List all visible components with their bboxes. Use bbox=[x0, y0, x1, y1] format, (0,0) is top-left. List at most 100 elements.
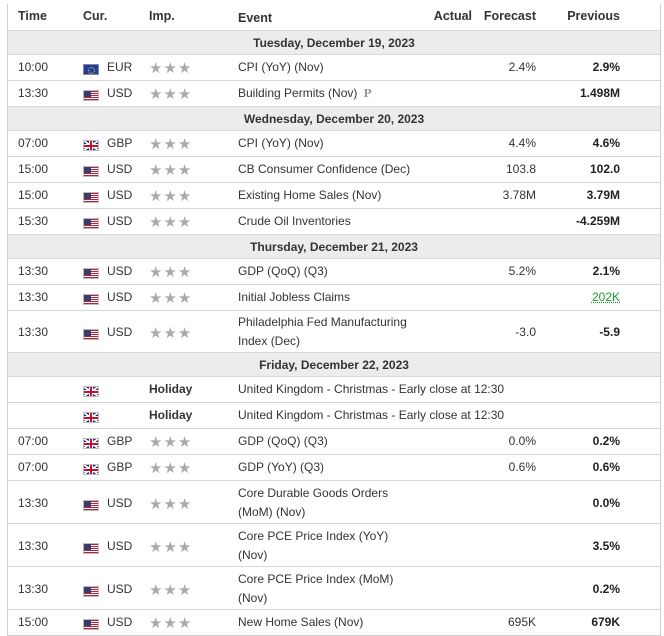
event-row[interactable]: 07:00 GBP ★★★ GDP (QoQ) (Q3) 0.0% 0.2% bbox=[8, 428, 660, 454]
event-label[interactable]: United Kingdom - Christmas - Early close… bbox=[238, 408, 505, 422]
event-label[interactable]: New Home Sales (Nov) bbox=[238, 615, 364, 629]
event-row[interactable]: 15:00 USD ★★★ New Home Sales (Nov) 695K 679K bbox=[8, 609, 660, 635]
event-name[interactable]: CPI (YoY) (Nov) bbox=[238, 58, 324, 77]
event-label[interactable]: GDP (QoQ) (Q3) bbox=[238, 264, 328, 278]
event-label[interactable]: Philadelphia Fed Manufacturing bbox=[238, 315, 407, 329]
event-time: 13:30 bbox=[18, 496, 49, 510]
event-row[interactable]: 10:00 EUR ★★★ CPI (YoY) (Nov) 2.4% 2.9% bbox=[8, 54, 660, 80]
event-name[interactable]: Building Permits (Nov) P bbox=[238, 84, 372, 103]
event-label[interactable]: United Kingdom - Christmas - Early close… bbox=[238, 382, 505, 396]
event-row[interactable]: 15:00 USD ★★★ CB Consumer Confidence (Dec) 1… bbox=[8, 156, 660, 182]
event-name[interactable]: Crude Oil Inventories bbox=[238, 212, 351, 231]
event-row[interactable]: 13:30 USD ★★★ Core PCE Price Index (YoY) (No… bbox=[8, 523, 660, 566]
event-row[interactable]: 13:30 USD ★★★ Philadelphia Fed Manufacturin… bbox=[8, 310, 660, 352]
header-forecast[interactable]: Forecast bbox=[483, 9, 536, 23]
eu-flag-icon bbox=[83, 64, 99, 75]
event-row[interactable]: 13:30 USD ★★★ Core Durable Goods Orders (MoM… bbox=[8, 480, 660, 523]
event-name[interactable]: Core PCE Price Index (YoY) (Nov) bbox=[238, 527, 388, 565]
event-name[interactable]: Core PCE Price Index (MoM) (Nov) bbox=[238, 570, 393, 608]
event-name[interactable]: United Kingdom - Christmas - Early close… bbox=[238, 380, 504, 399]
event-label-line2[interactable]: Index (Dec) bbox=[238, 334, 301, 348]
header-event[interactable]: Event bbox=[238, 11, 273, 25]
us-flag-icon bbox=[83, 90, 99, 101]
event-row[interactable]: 07:00 GBP ★★★ GDP (YoY) (Q3) 0.6% 0.6% bbox=[8, 454, 660, 480]
event-label[interactable]: CPI (YoY) (Nov) bbox=[238, 60, 324, 74]
event-name[interactable]: GDP (YoY) (Q3) bbox=[238, 458, 324, 477]
event-time: 15:00 bbox=[18, 162, 49, 176]
forecast-value: 0.0% bbox=[508, 434, 536, 448]
event-label[interactable]: Core Durable Goods Orders bbox=[238, 486, 389, 500]
header-importance[interactable]: Imp. bbox=[149, 9, 175, 23]
previous-value: 3.5% bbox=[592, 539, 620, 553]
gb-flag-icon bbox=[83, 140, 99, 151]
importance-stars-icon: ★★★ bbox=[149, 325, 193, 342]
previous-value: 0.6% bbox=[592, 460, 620, 474]
event-label-line2[interactable]: (MoM) (Nov) bbox=[238, 505, 306, 519]
event-label[interactable]: Building Permits (Nov) bbox=[238, 86, 358, 100]
event-label[interactable]: GDP (YoY) (Q3) bbox=[238, 460, 325, 474]
header-time[interactable]: Time bbox=[18, 9, 47, 23]
event-name[interactable]: Core Durable Goods Orders (MoM) (Nov) bbox=[238, 484, 388, 522]
importance-stars-icon: ★★★ bbox=[149, 434, 193, 451]
us-flag-icon bbox=[83, 500, 99, 511]
forecast-value: 3.78M bbox=[502, 188, 536, 202]
event-label[interactable]: CB Consumer Confidence (Dec) bbox=[238, 162, 411, 176]
previous-value: 0.0% bbox=[592, 496, 620, 510]
event-time: 15:00 bbox=[18, 188, 49, 202]
us-flag-icon bbox=[83, 294, 99, 305]
previous-value: -4.259M bbox=[575, 214, 620, 228]
event-row[interactable]: 15:30 USD ★★★ Crude Oil Inventories -4.259M bbox=[8, 208, 660, 234]
event-label[interactable]: GDP (QoQ) (Q3) bbox=[238, 434, 328, 448]
event-name[interactable]: GDP (QoQ) (Q3) bbox=[238, 432, 328, 451]
event-row[interactable]: 13:30 USD ★★★ GDP (QoQ) (Q3) 5.2% 2.1% bbox=[8, 258, 660, 284]
event-label-line2[interactable]: (Nov) bbox=[238, 548, 268, 562]
event-label[interactable]: Core PCE Price Index (MoM) bbox=[238, 572, 394, 586]
us-flag-icon bbox=[83, 619, 99, 630]
currency-code: GBP bbox=[107, 434, 133, 448]
importance-stars-icon: ★★★ bbox=[149, 615, 193, 632]
date-band: Tuesday, December 19, 2023 bbox=[8, 30, 660, 54]
economic-calendar: Time Cur. Imp. Event Actual Forecast Pre… bbox=[7, 4, 661, 636]
event-row[interactable]: Holiday United Kingdom - Christmas - Earl… bbox=[8, 376, 660, 402]
event-name[interactable]: New Home Sales (Nov) bbox=[238, 613, 363, 632]
event-name[interactable]: United Kingdom - Christmas - Early close… bbox=[238, 406, 504, 425]
event-name[interactable]: Existing Home Sales (Nov) bbox=[238, 186, 381, 205]
event-row[interactable]: 13:30 USD ★★★ Core PCE Price Index (MoM) (No… bbox=[8, 566, 660, 609]
date-band: Thursday, December 21, 2023 bbox=[8, 234, 660, 258]
currency-code: USD bbox=[107, 264, 133, 278]
holiday-label: Holiday bbox=[149, 382, 193, 396]
event-time: 13:30 bbox=[18, 582, 49, 596]
previous-value: -5.9 bbox=[599, 325, 620, 339]
event-row[interactable]: 07:00 GBP ★★★ CPI (YoY) (Nov) 4.4% 4.6% bbox=[8, 130, 660, 156]
header-actual[interactable]: Actual bbox=[433, 9, 472, 23]
event-time: 15:30 bbox=[18, 214, 49, 228]
previous-value-positive[interactable]: 202K bbox=[591, 290, 620, 304]
event-time: 10:00 bbox=[18, 60, 49, 74]
event-label[interactable]: CPI (YoY) (Nov) bbox=[238, 136, 324, 150]
header-currency[interactable]: Cur. bbox=[83, 9, 108, 23]
event-name[interactable]: CPI (YoY) (Nov) bbox=[238, 134, 324, 153]
event-name[interactable]: Philadelphia Fed Manufacturing Index (Dec… bbox=[238, 313, 407, 351]
us-flag-icon bbox=[83, 192, 99, 203]
forecast-value: -3.0 bbox=[515, 325, 536, 339]
event-row[interactable]: 15:00 USD ★★★ Existing Home Sales (Nov) 3.78… bbox=[8, 182, 660, 208]
event-row[interactable]: 13:30 USD ★★★ Building Permits (Nov) P 1.498M bbox=[8, 80, 660, 106]
currency-code: USD bbox=[107, 582, 133, 596]
event-name[interactable]: GDP (QoQ) (Q3) bbox=[238, 262, 328, 281]
importance-stars-icon: ★★★ bbox=[149, 86, 193, 103]
forecast-value: 103.8 bbox=[505, 162, 536, 176]
event-row[interactable]: Holiday United Kingdom - Christmas - Earl… bbox=[8, 402, 660, 428]
event-name[interactable]: CB Consumer Confidence (Dec) bbox=[238, 160, 410, 179]
previous-value: 679K bbox=[591, 615, 620, 629]
event-name[interactable]: Initial Jobless Claims bbox=[238, 288, 350, 307]
event-label[interactable]: Existing Home Sales (Nov) bbox=[238, 188, 382, 202]
importance-stars-icon: ★★★ bbox=[149, 60, 193, 77]
header-previous[interactable]: Previous bbox=[567, 9, 620, 23]
event-label[interactable]: Initial Jobless Claims bbox=[238, 290, 351, 304]
event-label[interactable]: Core PCE Price Index (YoY) bbox=[238, 529, 389, 543]
event-label-line2[interactable]: (Nov) bbox=[238, 591, 268, 605]
us-flag-icon bbox=[83, 543, 99, 554]
event-row[interactable]: 13:30 USD ★★★ Initial Jobless Claims 202K bbox=[8, 284, 660, 310]
event-label[interactable]: Crude Oil Inventories bbox=[238, 214, 351, 228]
event-time: 07:00 bbox=[18, 136, 49, 150]
